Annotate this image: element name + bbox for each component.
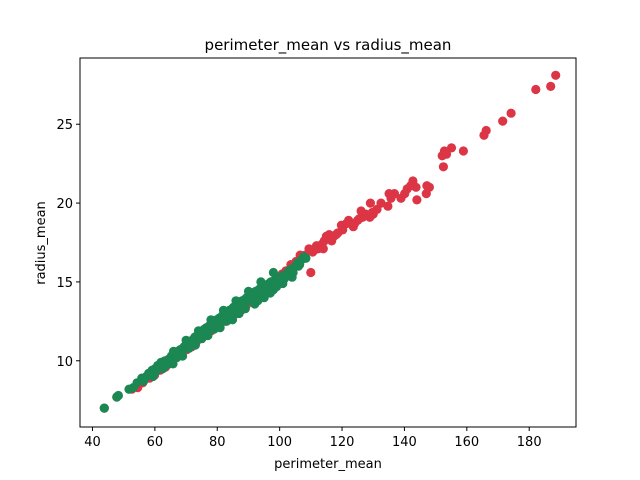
data-point xyxy=(222,316,232,326)
data-point xyxy=(396,193,406,203)
data-point xyxy=(197,334,207,344)
data-point xyxy=(209,324,219,334)
x-tick-label: 160 xyxy=(454,435,479,450)
data-point xyxy=(498,116,508,126)
x-axis-label: perimeter_mean xyxy=(274,457,382,472)
data-point xyxy=(301,253,311,263)
x-tick-label: 140 xyxy=(392,435,417,450)
data-point xyxy=(150,364,160,374)
x-tick-label: 180 xyxy=(517,435,542,450)
data-point xyxy=(531,84,541,95)
data-point xyxy=(318,244,328,254)
x-tick-label: 120 xyxy=(330,435,355,450)
data-point xyxy=(384,189,394,199)
data-point xyxy=(348,222,358,232)
data-point xyxy=(506,108,516,118)
data-point xyxy=(546,81,556,91)
y-tick-label: 20 xyxy=(56,197,73,212)
data-point xyxy=(237,299,247,309)
data-point xyxy=(284,267,294,278)
data-point xyxy=(438,162,448,172)
data-point xyxy=(356,206,366,216)
y-axis-label: radius_mean xyxy=(34,201,49,285)
data-point xyxy=(408,176,418,186)
data-point xyxy=(336,220,346,230)
data-point xyxy=(293,261,303,271)
data-point xyxy=(441,149,452,159)
series-benign xyxy=(99,252,311,413)
y-tick-label: 15 xyxy=(56,276,73,291)
data-point xyxy=(225,308,235,319)
data-point xyxy=(99,403,109,413)
chart-title: perimeter_mean vs radius_mean xyxy=(205,36,452,55)
data-point xyxy=(551,70,561,80)
data-point xyxy=(424,182,434,192)
data-point xyxy=(412,195,422,205)
data-point xyxy=(184,343,194,353)
data-point xyxy=(159,362,169,372)
plot-area-frame xyxy=(79,57,577,428)
y-axis: 10 15 20 25 xyxy=(56,118,80,370)
data-point xyxy=(259,293,269,303)
x-tick-label: 60 xyxy=(147,435,164,450)
x-tick-label: 40 xyxy=(84,435,101,450)
data-point xyxy=(268,267,278,278)
data-point xyxy=(275,274,285,284)
points-layer xyxy=(99,70,561,413)
x-axis: 40 60 80 100 120 140 160 180 xyxy=(84,427,542,450)
data-point xyxy=(271,282,282,292)
data-point xyxy=(306,267,316,278)
y-tick-label: 10 xyxy=(56,355,73,370)
data-point xyxy=(446,143,457,153)
data-point xyxy=(479,130,489,140)
data-point xyxy=(383,201,393,211)
data-point xyxy=(172,353,182,363)
y-tick-label: 25 xyxy=(56,118,73,133)
data-point xyxy=(331,230,341,240)
x-tick-label: 100 xyxy=(267,435,292,450)
data-point xyxy=(113,390,123,401)
data-point xyxy=(365,198,375,208)
data-point xyxy=(234,308,244,319)
data-point xyxy=(458,146,468,156)
data-point xyxy=(144,368,154,378)
x-tick-label: 80 xyxy=(209,435,226,450)
data-point xyxy=(256,277,266,287)
